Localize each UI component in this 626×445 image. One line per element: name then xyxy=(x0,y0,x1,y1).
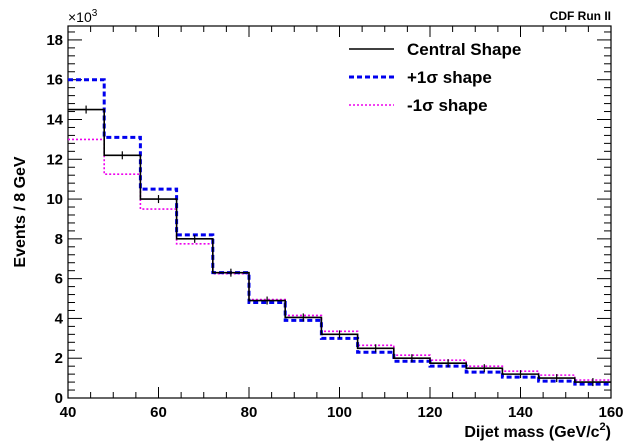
axis-ticks xyxy=(67,26,612,399)
y-tick-label: 10 xyxy=(46,191,63,208)
plot-frame xyxy=(67,25,612,399)
x-tick-label: 100 xyxy=(327,404,352,421)
y-tick-labels: 0 2 4 6 8 10 12 14 16 18 xyxy=(46,32,63,407)
y-tick-label: 0 xyxy=(55,390,63,407)
y-tick-label: 14 xyxy=(46,111,63,128)
y-scale-label: ×103 xyxy=(68,8,98,25)
x-tick-label: 160 xyxy=(598,404,623,421)
x-tick-labels: 40 60 80 100 120 140 160 xyxy=(60,404,624,421)
x-tick-label: 140 xyxy=(508,404,533,421)
series-layer xyxy=(68,78,611,387)
series-line-0 xyxy=(68,108,611,383)
y-tick-label: 12 xyxy=(46,151,63,168)
y-tick-label: 16 xyxy=(46,72,63,89)
x-axis-label: Dijet mass (GeV/c2) xyxy=(464,421,611,441)
series-line-1 xyxy=(68,78,611,386)
series-line-2 xyxy=(68,138,611,381)
x-tick-label: 40 xyxy=(60,404,77,421)
y-tick-label: 8 xyxy=(55,231,63,248)
x-tick-label: 120 xyxy=(417,404,442,421)
y-tick-label: 4 xyxy=(55,310,64,327)
x-tick-label: 80 xyxy=(241,404,258,421)
legend-label: -1σ shape xyxy=(407,96,488,115)
legend-label: +1σ shape xyxy=(407,68,492,87)
legend-label: Central Shape xyxy=(407,40,521,59)
y-tick-label: 2 xyxy=(55,350,63,367)
legend: Central Shape +1σ shape -1σ shape xyxy=(349,40,521,115)
y-tick-label: 6 xyxy=(55,271,63,288)
y-axis-label: Events / 8 GeV xyxy=(12,156,29,267)
x-tick-label: 60 xyxy=(150,404,167,421)
y-tick-label: 18 xyxy=(46,32,63,49)
run-annotation: CDF Run II xyxy=(550,9,611,23)
